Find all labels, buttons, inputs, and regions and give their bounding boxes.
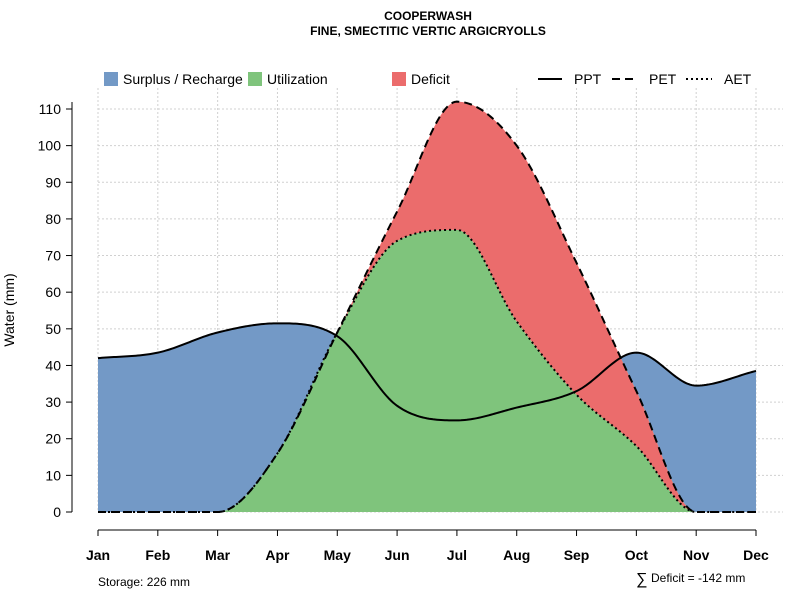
legend-label-surplus: Surplus / Recharge xyxy=(123,71,243,87)
x-tick-label-apr: Apr xyxy=(265,547,290,563)
legend-label-utilization: Utilization xyxy=(267,71,328,87)
x-tick-label-dec: Dec xyxy=(743,547,769,563)
y-tick-label: 10 xyxy=(45,467,61,483)
x-tick-label-nov: Nov xyxy=(683,547,710,563)
x-tick-label-sep: Sep xyxy=(564,547,590,563)
legend-swatch-deficit xyxy=(392,72,406,86)
y-tick-label: 110 xyxy=(39,101,62,117)
y-axis-title: Water (mm) xyxy=(1,273,17,346)
x-tick-label-jan: Jan xyxy=(86,547,110,563)
x-tick-label-may: May xyxy=(324,547,351,563)
x-ticks: Jan Feb Mar Apr May Jun Jul Aug Sep Oct Nov Dec xyxy=(86,530,769,563)
legend-label-aet: AET xyxy=(724,71,752,87)
y-tick-label: 20 xyxy=(45,431,61,447)
legend-label-pet: PET xyxy=(649,71,677,87)
surplus-recharge-area xyxy=(98,101,756,513)
legend-swatch-utilization xyxy=(248,72,262,86)
sum-icon: ∑ xyxy=(636,571,647,588)
y-ticks: 0 10 20 30 40 50 60 70 80 90 100 110 xyxy=(38,101,72,520)
y-tick-label: 60 xyxy=(45,284,61,300)
storage-annotation: Storage: 226 mm xyxy=(98,575,190,589)
x-tick-label-feb: Feb xyxy=(145,547,170,563)
y-tick-label: 30 xyxy=(45,394,61,410)
utilization-area xyxy=(98,229,756,512)
ppt-line xyxy=(97,322,757,422)
y-tick-label: 40 xyxy=(45,357,61,373)
x-tick-label-jun: Jun xyxy=(385,547,410,563)
y-tick-label: 90 xyxy=(45,174,61,190)
series-lines xyxy=(97,100,757,513)
x-tick-label-mar: Mar xyxy=(205,547,230,563)
chart-title: COOPERWASH xyxy=(384,9,472,23)
axes xyxy=(71,102,756,531)
y-tick-label: 50 xyxy=(45,321,61,337)
y-tick-label: 0 xyxy=(53,504,61,520)
pet-line xyxy=(98,100,756,513)
x-tick-label-oct: Oct xyxy=(625,547,649,563)
legend-label-ppt: PPT xyxy=(574,71,602,87)
legend-label-deficit: Deficit xyxy=(411,71,450,87)
legend-swatch-surplus xyxy=(104,72,118,86)
aet-area xyxy=(98,336,756,512)
x-tick-label-jul: Jul xyxy=(447,547,467,563)
deficit-area xyxy=(98,101,756,513)
areas xyxy=(98,101,756,513)
y-tick-label: 80 xyxy=(45,211,61,227)
chart-subtitle: FINE, SMECTITIC VERTIC ARGICRYOLLS xyxy=(310,24,546,38)
deficit-annotation: Deficit = -142 mm xyxy=(651,571,745,585)
y-tick-label: 70 xyxy=(45,248,61,264)
x-tick-label-aug: Aug xyxy=(503,547,530,563)
y-tick-label: 100 xyxy=(38,138,62,154)
legend: Surplus / Recharge Utilization Deficit P… xyxy=(104,71,752,87)
